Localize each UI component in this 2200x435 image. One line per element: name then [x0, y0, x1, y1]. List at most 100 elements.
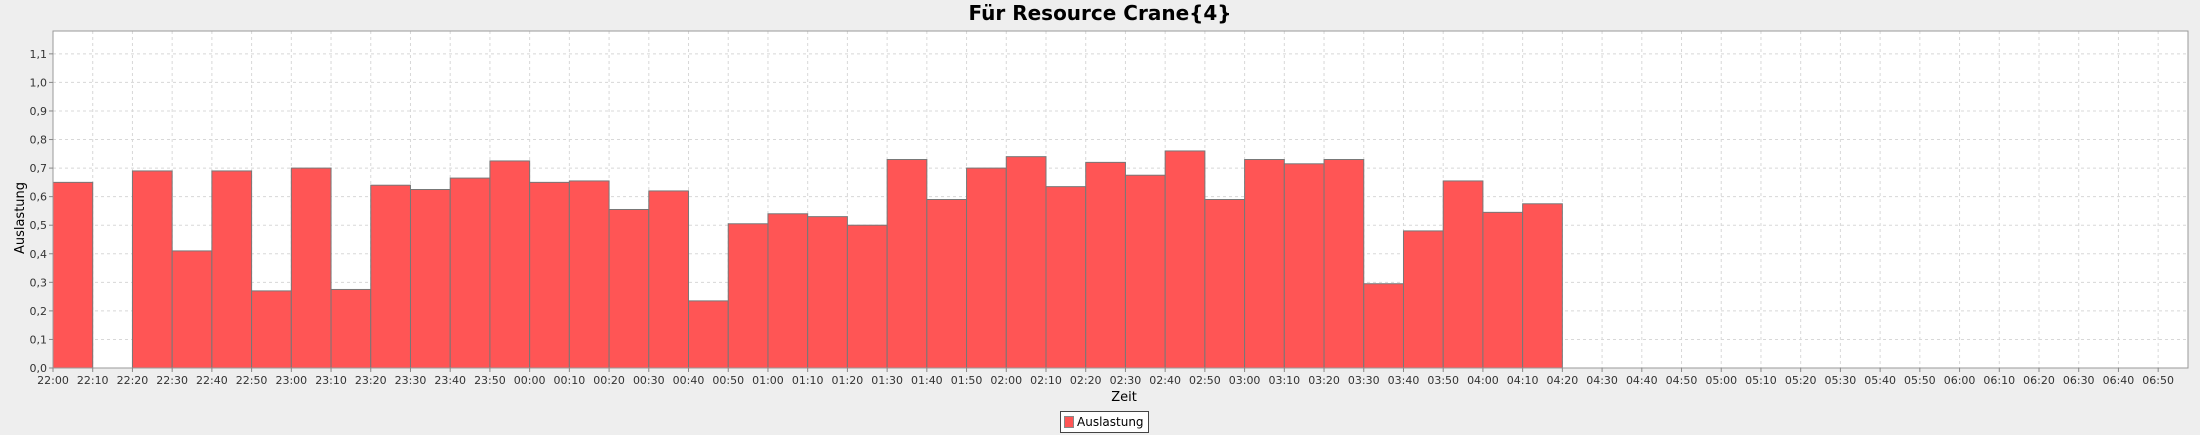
bar [52, 181, 94, 369]
y-tick-label: 0,1 [30, 333, 48, 346]
x-tick-label: 06:00 [1944, 374, 1976, 387]
x-tick-label: 22:10 [77, 374, 109, 387]
x-tick-label: 06:40 [2103, 374, 2135, 387]
x-tick-label: 01:20 [832, 374, 864, 387]
y-tick-label: 1,1 [30, 48, 48, 61]
x-tick-label: 01:30 [871, 374, 903, 387]
x-tick-label: 01:40 [911, 374, 943, 387]
x-tick-label: 00:10 [554, 374, 586, 387]
y-tick-label: 0,4 [30, 248, 48, 261]
x-tick-label: 05:00 [1705, 374, 1737, 387]
x-tick-label: 02:20 [1070, 374, 1102, 387]
x-tick-label: 22:50 [236, 374, 268, 387]
bar [1482, 211, 1524, 369]
x-tick-label: 04:40 [1626, 374, 1658, 387]
bar [1283, 163, 1325, 369]
bar [1085, 161, 1126, 369]
y-axis-ticks: 0,0 0,1 0,2 0,3 0,4 0,5 0,6 0,7 0,8 0,9 1,0 1,1 [30, 48, 53, 375]
x-tick-label: 03:20 [1308, 374, 1340, 387]
bar [966, 167, 1007, 369]
x-tick-label: 02:50 [1189, 374, 1221, 387]
bar [568, 180, 610, 369]
bar [1204, 199, 1246, 369]
y-tick-label: 0,9 [30, 105, 48, 118]
x-tick-label: 05:20 [1785, 374, 1817, 387]
y-tick-label: 0,0 [30, 362, 48, 375]
x-tick-label: 05:30 [1825, 374, 1857, 387]
x-tick-label: 23:00 [275, 374, 307, 387]
y-tick-label: 0,5 [30, 219, 48, 232]
bar [807, 216, 848, 369]
plot-border [52, 30, 2189, 369]
x-tick-label: 22:30 [156, 374, 188, 387]
y-tick-label: 0,2 [30, 305, 48, 318]
x-tick-label: 04:30 [1586, 374, 1618, 387]
y-tick-label: 0,7 [30, 162, 48, 175]
bar [926, 199, 968, 369]
bar [1402, 230, 1444, 369]
bar [1045, 186, 1087, 369]
bar [489, 160, 531, 369]
bar [370, 184, 411, 369]
y-tick-label: 0,8 [30, 134, 48, 147]
legend: Auslastung [1060, 411, 1149, 433]
x-tick-label: 22:40 [196, 374, 228, 387]
bar [529, 181, 570, 369]
x-tick-label: 06:30 [2063, 374, 2095, 387]
bar [767, 213, 809, 369]
bar [290, 167, 332, 369]
bars [52, 150, 1563, 369]
bar [648, 190, 690, 369]
x-tick-label: 04:10 [1507, 374, 1539, 387]
x-tick-label: 00:30 [633, 374, 665, 387]
x-tick-label: 00:40 [673, 374, 705, 387]
x-tick-label: 03:30 [1348, 374, 1380, 387]
x-tick-label: 06:10 [1983, 374, 2015, 387]
x-tick-label: 05:10 [1745, 374, 1777, 387]
x-tick-label: 22:20 [117, 374, 149, 387]
bar [846, 224, 888, 369]
x-tick-label: 23:40 [434, 374, 466, 387]
x-tick-label: 03:00 [1229, 374, 1261, 387]
x-tick-label: 00:20 [593, 374, 625, 387]
bar [1323, 159, 1365, 369]
y-tick-label: 1,0 [30, 76, 48, 89]
bar [131, 170, 173, 369]
bar [330, 288, 372, 369]
x-tick-label: 01:00 [752, 374, 784, 387]
bar [1522, 203, 1563, 369]
bar [688, 300, 729, 369]
bar [1164, 150, 1206, 369]
bar [1124, 174, 1166, 369]
axes [52, 30, 2189, 369]
bar [449, 177, 491, 369]
x-tick-label: 06:50 [2142, 374, 2174, 387]
bar [886, 159, 928, 369]
x-tick-label: 04:50 [1666, 374, 1698, 387]
x-tick-label: 02:30 [1110, 374, 1142, 387]
y-tick-label: 0,3 [30, 276, 48, 289]
x-tick-label: 06:20 [2023, 374, 2055, 387]
x-tick-label: 02:40 [1149, 374, 1181, 387]
y-axis-label: Auslastung [13, 182, 28, 254]
bar [171, 250, 213, 369]
y-tick-label: 0,6 [30, 191, 48, 204]
bar [727, 223, 769, 369]
x-axis-label: Zeit [1111, 390, 1137, 405]
legend-label: Auslastung [1077, 415, 1144, 429]
x-tick-label: 03:40 [1388, 374, 1420, 387]
bar [211, 170, 253, 369]
x-tick-label: 23:30 [395, 374, 427, 387]
x-tick-label: 04:20 [1547, 374, 1579, 387]
x-tick-label: 22:00 [37, 374, 69, 387]
x-tick-label: 23:20 [355, 374, 387, 387]
x-tick-label: 02:10 [1030, 374, 1062, 387]
x-tick-label: 00:50 [712, 374, 744, 387]
bar [1442, 180, 1484, 369]
x-tick-label: 03:10 [1268, 374, 1300, 387]
x-tick-label: 01:50 [951, 374, 983, 387]
bar [608, 208, 650, 369]
bar [409, 189, 451, 369]
x-axis-ticks: 22:00 22:10 22:20 22:30 22:40 22:50 23:00 23:10… [37, 368, 2174, 387]
